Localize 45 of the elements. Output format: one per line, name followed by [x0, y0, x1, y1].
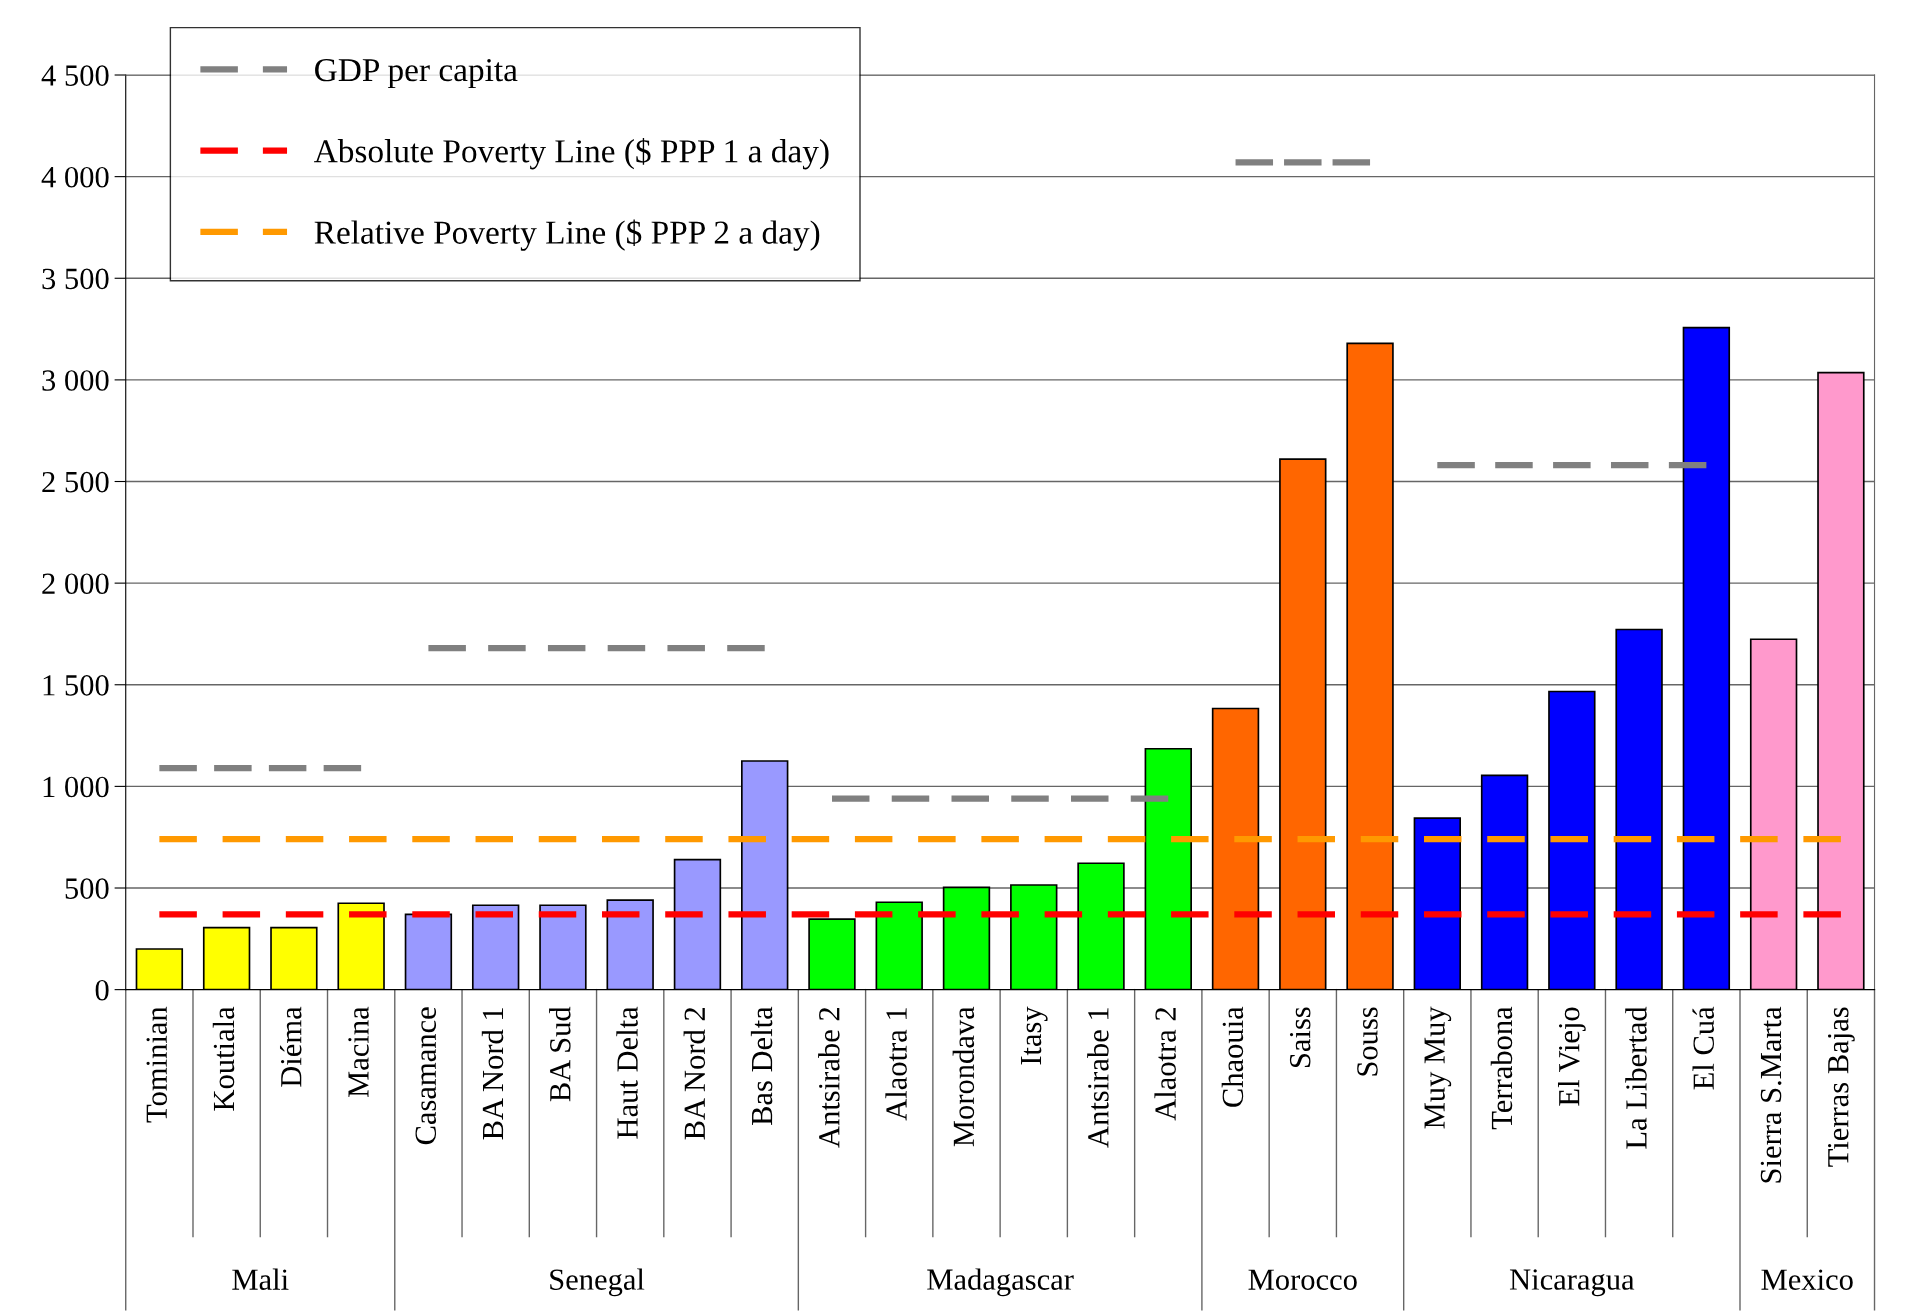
x-tick-label: Tominian [146, 1006, 168, 1123]
x-tick-label: BA Nord 2 [683, 1007, 706, 1140]
x-tick-label: Itasy [1021, 1006, 1048, 1065]
x-tick-label: Tierras Bajas [1828, 1007, 1855, 1167]
text: Mexico [1761, 1269, 1853, 1290]
x-tick-label: Morondava [952, 1006, 975, 1147]
x-tick-label: Antsirabe 1 [1087, 1008, 1109, 1148]
text: Mali [232, 1268, 289, 1290]
y-tick-label: 500 [65, 878, 109, 899]
x-tick-label: BA Sud [549, 1006, 571, 1102]
x-tick-label: Saiss [1289, 1007, 1311, 1068]
y-tick-label: 1 500 [43, 675, 109, 696]
x-tick-label: Terrabona [1490, 1006, 1513, 1130]
y-tick-label: 4 000 [41, 166, 109, 188]
text: Nicaragua [1509, 1269, 1635, 1297]
x-tick-label: Casamance [415, 1007, 437, 1145]
legend-label: Relative Poverty Line ($ PPP 2 a day) [314, 219, 820, 251]
y-tick-label: 3 000 [42, 370, 109, 391]
x-tick-label: La Libertad [1625, 1006, 1647, 1149]
y-tick-label: 0 [95, 979, 109, 1001]
x-tick-label: BA Nord 1 [481, 1008, 504, 1140]
x-tick-label: Souss [1357, 1007, 1378, 1076]
y-tick-label: 4 500 [41, 65, 109, 86]
x-tick-label: Sierra S.Marta [1760, 1006, 1782, 1183]
y-tick-label: 2 000 [42, 573, 109, 595]
x-tick-label: Alaotra 2 [1154, 1007, 1176, 1121]
y-tick-label: 1 000 [43, 776, 109, 798]
x-tick-label: El Cuá [1692, 1006, 1715, 1090]
x-tick-label: Diéma [279, 1006, 302, 1087]
x-tick-label: Haut Delta [616, 1006, 638, 1139]
x-tick-label: El Viejo [1557, 1007, 1586, 1106]
x-tick-label: Alaotra 1 [885, 1008, 907, 1121]
y-tick-label: 2 500 [42, 471, 109, 493]
x-tick-label: Koutiala [212, 1006, 235, 1111]
text: Madagascar [927, 1268, 1074, 1297]
x-tick-label: Chaouia [1221, 1006, 1244, 1107]
x-tick-label: Bas Delta [750, 1006, 773, 1126]
x-tick-label: Muy Muy [1424, 1006, 1452, 1129]
x-tick-label: Antsirabe 2 [818, 1007, 840, 1148]
legend-label: Absolute Poverty Line ($ PPP 1 a day) [314, 138, 829, 170]
y-tick-label: 3 500 [42, 268, 109, 290]
text: Senegal [550, 1268, 645, 1297]
x-tick-label: Macina [348, 1006, 369, 1098]
text: Morocco [1248, 1269, 1357, 1290]
legend-label: GDP per capita [315, 58, 518, 89]
